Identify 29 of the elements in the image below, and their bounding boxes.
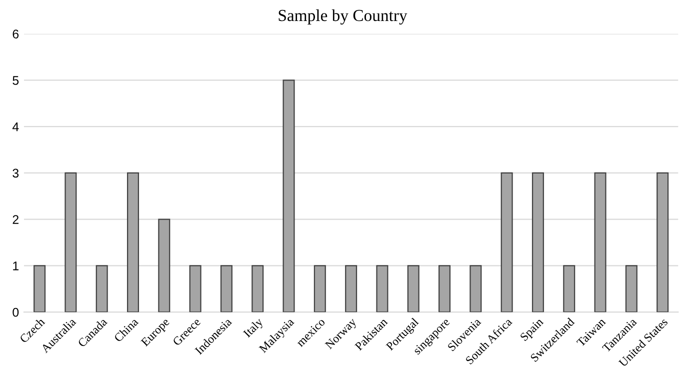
y-tick-label: 2 — [12, 215, 18, 224]
bar — [64, 172, 77, 312]
bar — [656, 172, 669, 312]
bar — [563, 265, 576, 312]
bar — [376, 265, 388, 312]
bar — [625, 265, 638, 312]
y-tick-label: 3 — [12, 168, 19, 178]
bar — [438, 265, 451, 312]
bar — [220, 265, 232, 312]
bar — [500, 172, 513, 312]
bar — [594, 172, 606, 312]
bar — [314, 265, 326, 312]
bar — [189, 265, 202, 312]
bar — [96, 265, 108, 312]
y-tick-label: 4 — [12, 122, 19, 132]
bar — [127, 172, 140, 312]
bar — [252, 265, 264, 312]
bar — [407, 265, 420, 312]
chart-title: Sample by Country — [278, 9, 408, 25]
bar — [34, 265, 46, 312]
y-tick-label: 6 — [12, 30, 19, 38]
bar — [532, 172, 544, 312]
bar — [345, 265, 358, 312]
bar — [158, 218, 170, 312]
y-tick-label: 0 — [12, 308, 19, 317]
bar — [470, 265, 482, 312]
y-tick-label: 5 — [12, 76, 19, 85]
bar — [282, 80, 295, 312]
y-tick-label: 1 — [13, 262, 19, 270]
